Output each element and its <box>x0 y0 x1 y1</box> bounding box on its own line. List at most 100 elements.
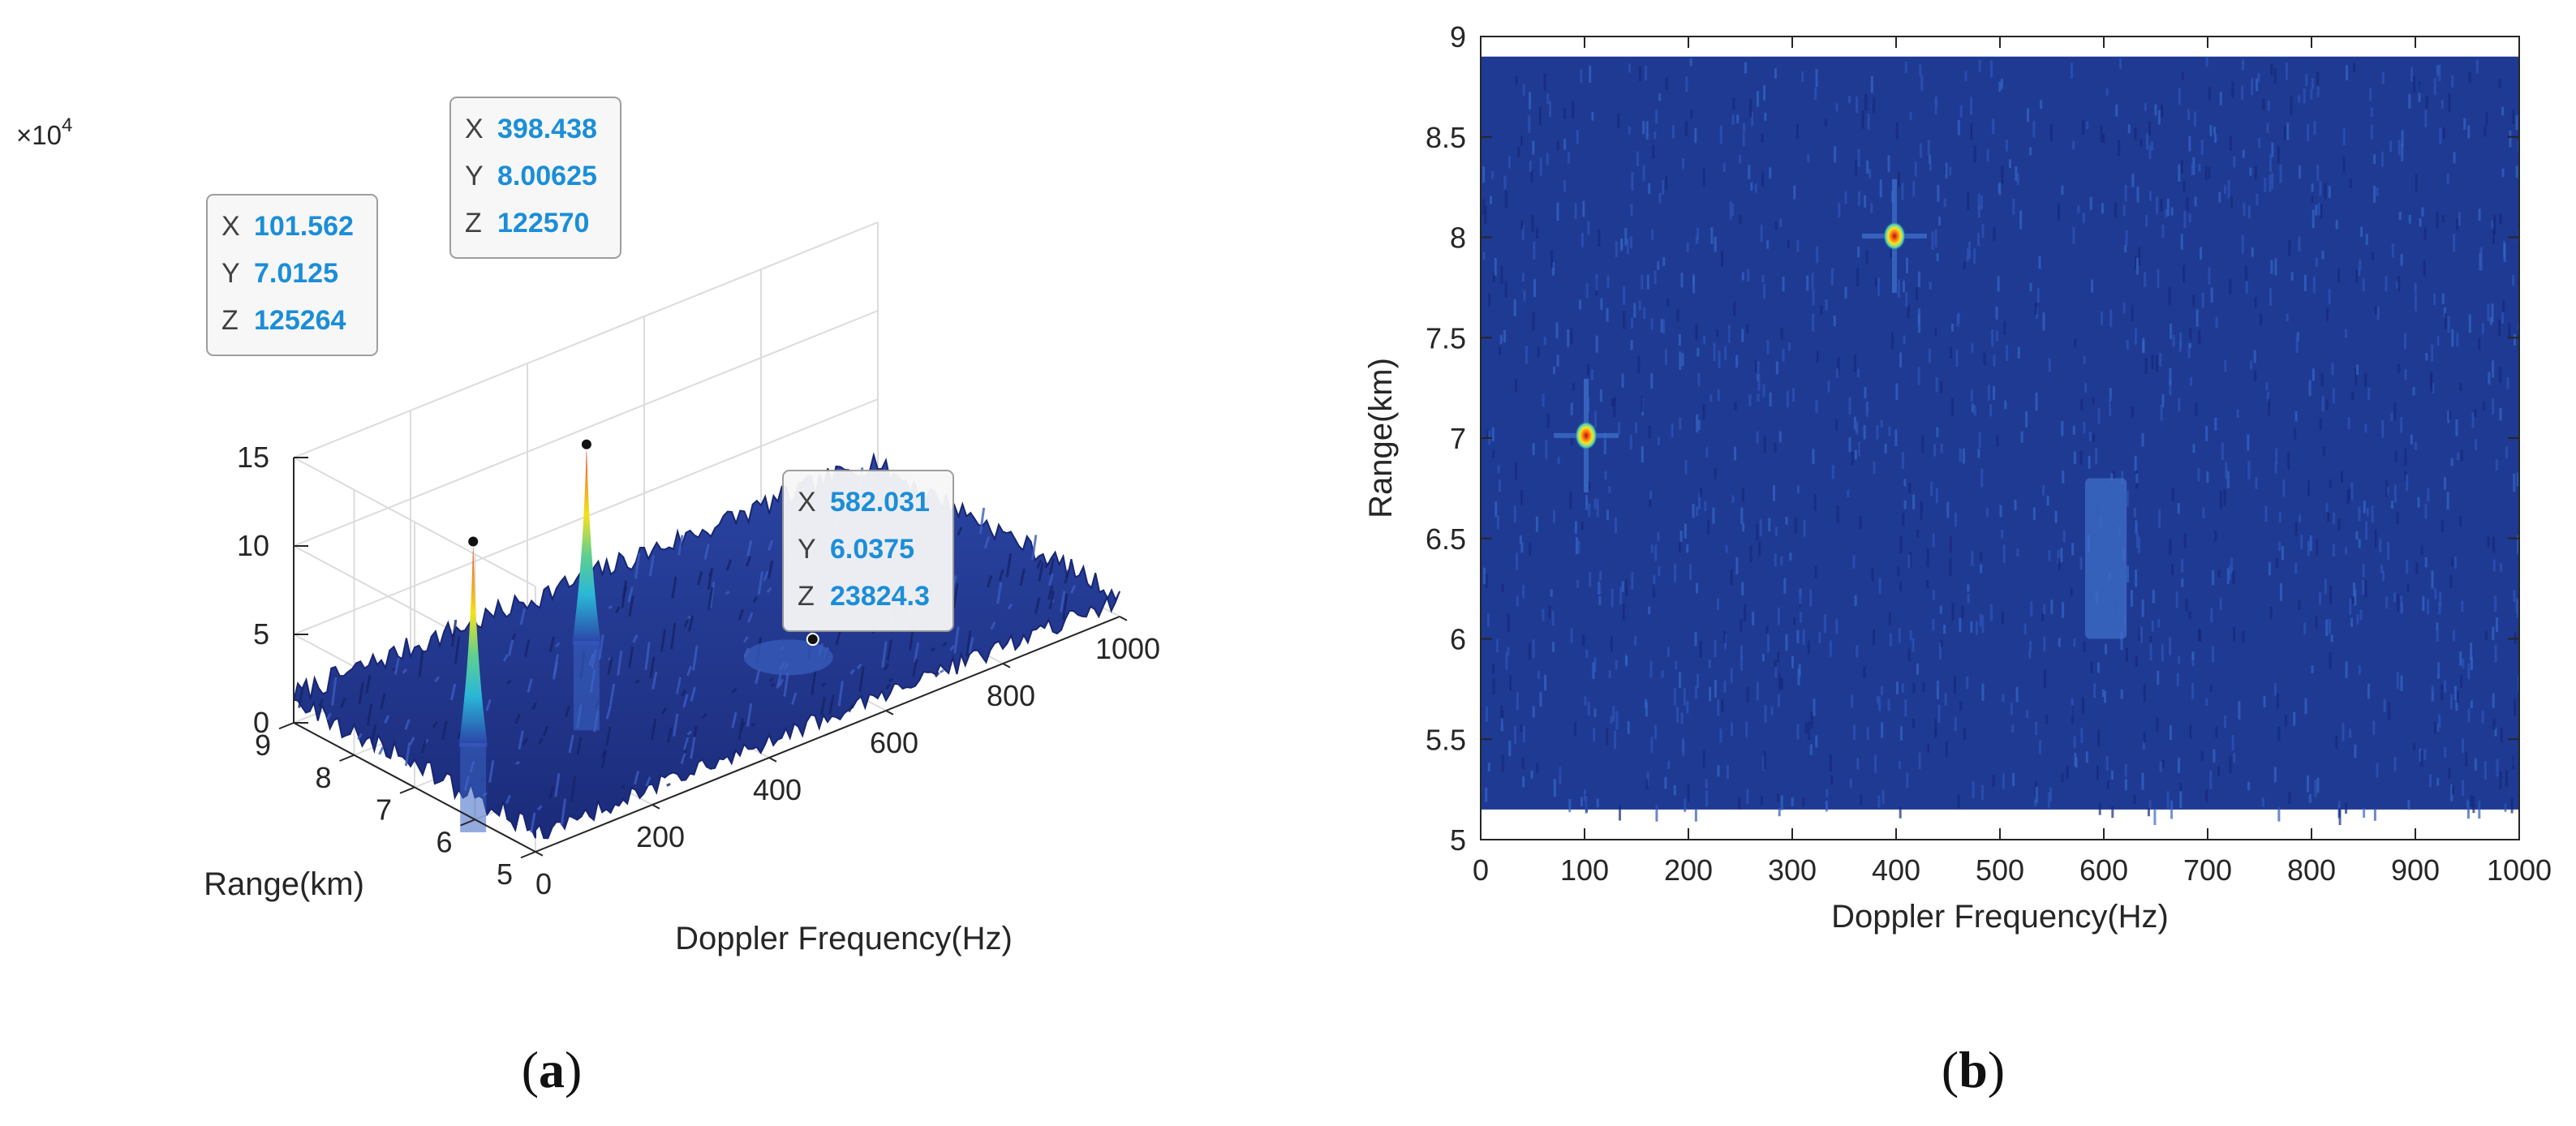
heatmap-noise-speck <box>1514 726 1517 744</box>
heatmap-noise-speck <box>2058 557 2061 570</box>
noise-texture-streak <box>983 536 991 549</box>
heatmap-y-tick-label: 7 <box>1450 422 1466 455</box>
y-tick-label: 5 <box>497 857 513 891</box>
noise-texture-streak <box>671 576 677 599</box>
heatmap-noise-speck <box>2188 611 2191 619</box>
heatmap-noise-speck <box>1838 202 1841 218</box>
heatmap-noise-speck <box>2376 763 2379 778</box>
heatmap-noise-speck <box>1957 120 1960 135</box>
heatmap-noise-speck <box>2345 547 2348 555</box>
heatmap-noise-speck <box>1483 567 1486 584</box>
heatmap-noise-speck <box>2504 803 2507 812</box>
datatip-axis-label: X <box>798 487 816 518</box>
heatmap-noise-speck <box>2400 254 2403 266</box>
noise-texture-streak <box>1062 593 1069 621</box>
heatmap-noise-speck <box>1981 224 1985 239</box>
heatmap-noise-speck <box>1501 583 1504 593</box>
heatmap-noise-speck <box>2299 514 2302 523</box>
heatmap-noise-speck <box>2034 797 2037 807</box>
heatmap-noise-speck <box>2134 256 2137 269</box>
z-tick-label: 10 <box>237 529 269 562</box>
heatmap-noise-speck <box>1503 175 1507 190</box>
heatmap-noise-speck <box>2205 789 2208 802</box>
heatmap-noise-speck <box>1681 353 1684 367</box>
heatmap-noise-speck <box>1587 701 1590 716</box>
heatmap-noise-speck <box>2062 602 2065 618</box>
heatmap-noise-speck <box>1539 106 1542 125</box>
datatip-axis-label: X <box>221 211 240 242</box>
heatmap-noise-speck <box>2109 398 2112 416</box>
heatmap-noise-speck <box>2090 661 2093 674</box>
heatmap-noise-speck <box>1575 537 1578 555</box>
heatmap-noise-speck <box>1980 195 1983 210</box>
heatmap-noise-speck <box>2042 484 2045 496</box>
heatmap-noise-speck <box>2472 795 2475 814</box>
heatmap-noise-speck <box>1542 608 1545 621</box>
heatmap-noise-speck <box>2157 110 2161 125</box>
heatmap-noise-speck <box>2303 274 2307 291</box>
heatmap-noise-speck <box>2311 78 2314 89</box>
heatmap-noise-speck <box>2358 268 2361 277</box>
heatmap-noise-speck <box>2025 411 2028 428</box>
heatmap-noise-speck <box>1991 329 1994 347</box>
heatmap-noise-speck <box>1765 625 1769 634</box>
heatmap-noise-speck <box>1705 447 1709 458</box>
heatmap-noise-speck <box>1895 122 1899 140</box>
heatmap-noise-speck <box>1698 492 1701 510</box>
heatmap-noise-speck <box>1532 443 1535 456</box>
heatmap-noise-speck <box>1730 569 1733 585</box>
heatmap-noise-speck <box>1642 165 1645 182</box>
heatmap-noise-speck <box>1847 95 1851 104</box>
heatmap-noise-speck <box>2331 362 2334 376</box>
datatip-background <box>206 194 378 356</box>
heatmap-noise-speck <box>1570 433 1573 445</box>
heatmap-noise-speck <box>1779 218 1783 228</box>
heatmap-noise-speck <box>2054 510 2058 523</box>
heatmap-noise-speck <box>1926 580 1929 589</box>
heatmap-noise-speck <box>2451 329 2454 347</box>
noise-texture-streak <box>757 571 764 595</box>
heatmap-noise-speck <box>2231 734 2234 751</box>
datatip-value: 23824.3 <box>830 581 930 612</box>
heatmap-noise-speck <box>1912 494 1916 509</box>
heatmap-noise-speck <box>2404 471 2407 482</box>
heatmap-noise-speck <box>2003 320 2006 335</box>
noise-texture-streak <box>666 783 671 787</box>
heatmap-noise-speck <box>1482 251 1486 260</box>
heatmap-noise-speck <box>2414 282 2417 294</box>
heatmap-noise-speck <box>1682 158 1685 170</box>
heatmap-noise-speck <box>2312 277 2316 294</box>
heatmap-noise-speck <box>1914 161 1917 177</box>
heatmap-noise-speck <box>2467 663 2471 680</box>
heatmap-noise-speck <box>2110 473 2114 482</box>
heatmap-noise-speck <box>2267 101 2270 111</box>
heatmap-noise-speck <box>2231 80 2234 98</box>
noise-texture-streak <box>752 595 759 604</box>
heatmap-noise-speck <box>2208 166 2211 179</box>
heatmap-noise-speck <box>1866 160 1869 174</box>
noise-texture-streak <box>404 742 411 767</box>
noise-texture-streak <box>683 617 690 628</box>
heatmap-noise-speck <box>2197 467 2200 482</box>
noise-texture-streak <box>858 666 865 692</box>
heatmap-noise-speck <box>1631 572 1634 590</box>
heatmap-noise-speck <box>1918 752 1921 769</box>
heatmap-noise-speck <box>1980 552 1983 561</box>
heatmap-noise-speck <box>1897 565 1900 577</box>
heatmap-noise-speck <box>2010 703 2013 716</box>
heatmap-noise-speck <box>1831 464 1834 479</box>
heatmap-noise-speck <box>1503 329 1507 343</box>
heatmap-noise-speck <box>1902 280 1905 293</box>
heatmap-noise-speck <box>2046 495 2049 506</box>
heatmap-noise-speck <box>2350 482 2354 501</box>
y-tick-mark <box>460 819 475 827</box>
heatmap-noise-speck <box>2446 173 2449 185</box>
heatmap-noise-speck <box>2151 355 2154 370</box>
heatmap-noise-speck <box>2423 260 2426 277</box>
noise-texture-streak <box>1043 562 1050 569</box>
heatmap-noise-speck <box>1549 101 1552 118</box>
heatmap-noise-speck <box>2011 724 2015 733</box>
heatmap-noise-speck <box>2263 695 2266 707</box>
heatmap-noise-speck <box>2503 243 2506 262</box>
heatmap-noise-speck <box>2432 382 2435 393</box>
